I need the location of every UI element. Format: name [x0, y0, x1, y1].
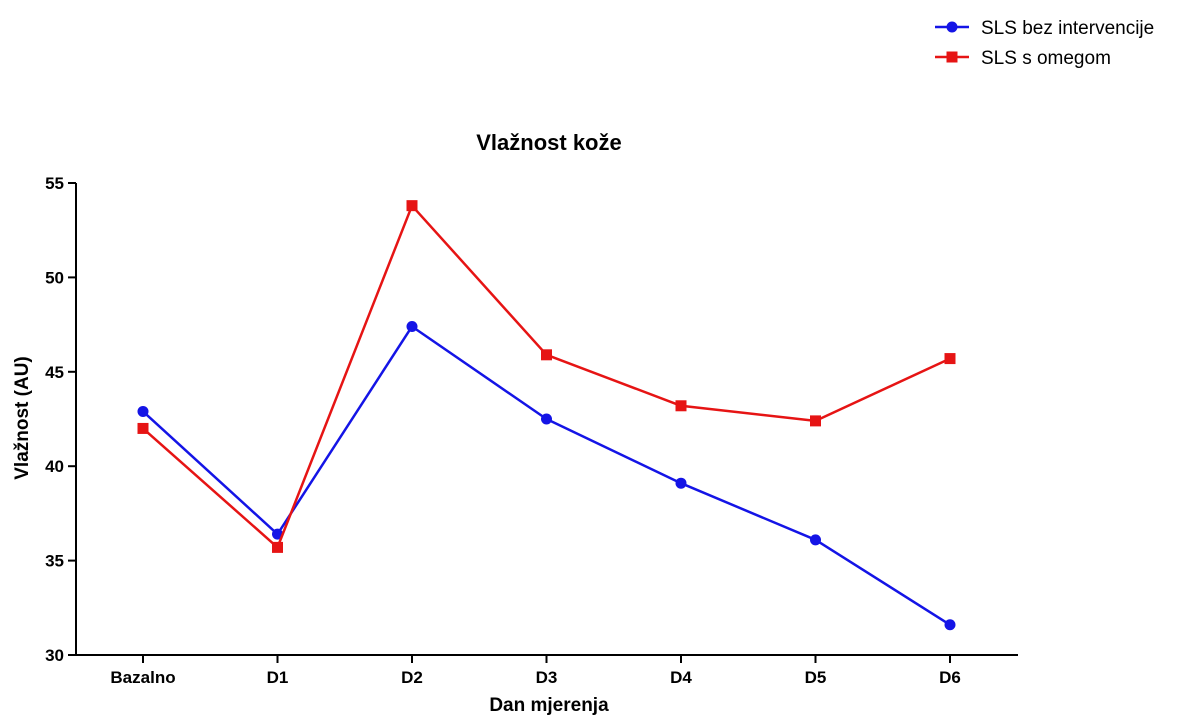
y-axis-label: Vlažnost (AU)	[12, 356, 33, 480]
data-point-square	[675, 400, 687, 412]
data-point-square	[272, 541, 283, 553]
legend: SLS bez intervencije SLS s omegom	[935, 18, 1154, 69]
x-tick-label: D2	[401, 668, 423, 687]
y-tick-label: 30	[45, 646, 64, 665]
x-tick-label: D4	[670, 668, 692, 687]
data-point-circle	[675, 477, 687, 489]
data-point-square	[137, 422, 149, 434]
legend-marker-circle	[946, 21, 958, 33]
data-point-circle	[541, 413, 552, 425]
y-tick-label: 40	[45, 457, 64, 476]
legend-item: SLS bez intervencije	[935, 18, 1154, 39]
y-tick-label: 50	[45, 268, 64, 287]
x-tick-label: D6	[939, 668, 961, 687]
data-point-circle	[272, 528, 283, 540]
series-1	[137, 320, 956, 631]
y-axis-ticks: 30 35 40 45 50 55	[45, 174, 76, 665]
legend-label: SLS s omegom	[981, 48, 1111, 69]
y-tick-label: 55	[45, 174, 64, 193]
data-point-square	[406, 200, 418, 212]
legend-label: SLS bez intervencije	[981, 18, 1154, 39]
data-point-circle	[406, 320, 418, 332]
series-layer	[137, 200, 956, 631]
x-tick-label: D1	[267, 668, 289, 687]
x-tick-label: Bazalno	[110, 668, 175, 687]
data-point-square	[541, 349, 552, 361]
chart-title: Vlažnost kože	[476, 130, 621, 155]
x-tick-label: D3	[536, 668, 558, 687]
data-point-square	[944, 353, 956, 365]
legend-item: SLS s omegom	[935, 48, 1111, 69]
series-2	[137, 200, 956, 553]
y-tick-label: 45	[45, 363, 64, 382]
series-line	[142, 204, 951, 549]
x-tick-label: D5	[805, 668, 827, 687]
legend-marker-square	[946, 51, 958, 63]
series-line	[142, 325, 951, 626]
y-tick-label: 35	[45, 552, 64, 571]
data-point-circle	[944, 619, 956, 631]
data-point-circle	[810, 534, 821, 546]
x-axis-ticks: Bazalno D1 D2 D3 D4 D5 D6	[110, 655, 961, 687]
data-point-circle	[137, 405, 149, 417]
x-axis-label: Dan mjerenja	[489, 695, 609, 716]
data-point-square	[810, 415, 821, 427]
